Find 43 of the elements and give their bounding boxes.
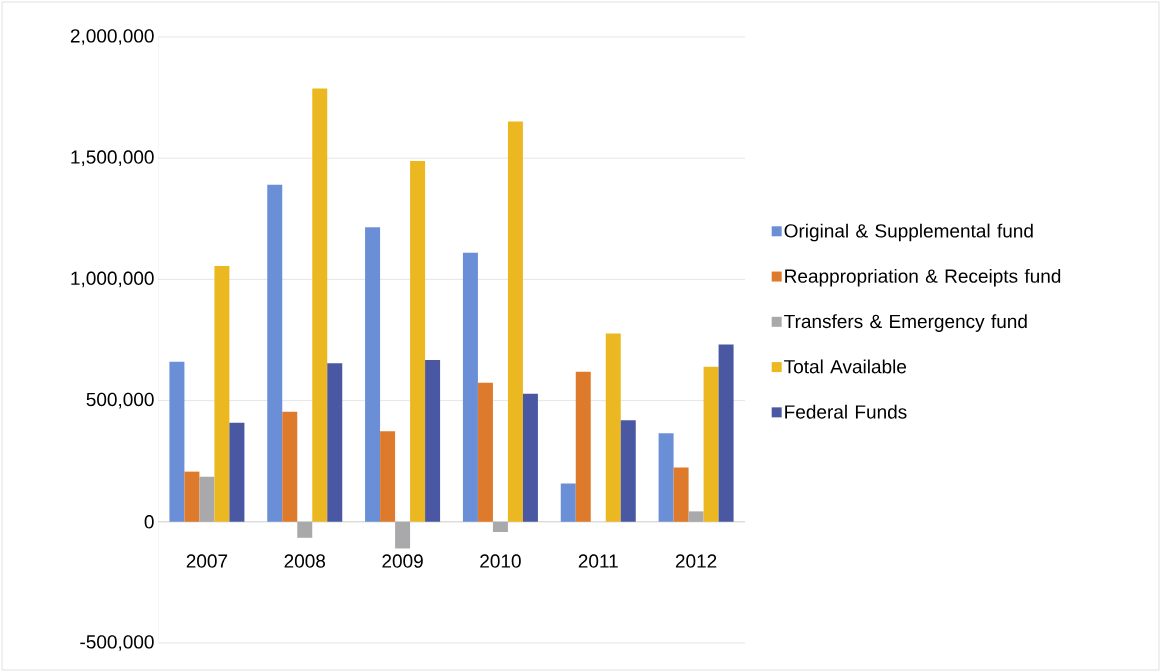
bar [703, 366, 719, 522]
x-tick-label: 2008 [284, 554, 326, 568]
bar [214, 266, 230, 522]
y-tick-label: 2,000,000 [70, 29, 154, 45]
bar [462, 252, 478, 522]
bar [522, 393, 538, 522]
x-tick-label: 2011 [578, 554, 618, 568]
bar [169, 361, 185, 522]
bar [365, 227, 381, 522]
legend-label: Transfers & Emergency fund [784, 314, 1027, 332]
bar [425, 359, 441, 522]
bar [267, 184, 283, 522]
x-tick-label: 2012 [675, 554, 717, 568]
y-tick-label: 1,500,000 [71, 150, 154, 167]
y-tick-label: 500,000 [86, 392, 154, 409]
bar [575, 371, 591, 522]
bar [477, 382, 493, 522]
bar [380, 431, 396, 522]
bar [620, 420, 636, 522]
bar [658, 433, 674, 522]
legend-label: Original & Supplemental fund [784, 223, 1033, 242]
bar [312, 88, 328, 522]
legend-label: Reappropriation & Receipts fund [785, 268, 1061, 287]
y-tick-label: 0 [144, 515, 154, 529]
bar [507, 121, 523, 522]
x-tick-label: 2010 [480, 554, 521, 568]
bar [410, 161, 426, 522]
legend-label: Federal Funds [785, 404, 907, 419]
y-tick-label: -500,000 [80, 635, 154, 651]
bar [688, 511, 704, 522]
bar [184, 471, 200, 522]
x-tick-label: 2009 [382, 554, 423, 568]
bar [673, 467, 689, 522]
bar [327, 363, 343, 522]
bar [229, 422, 245, 522]
bar [199, 476, 215, 522]
bar [560, 483, 576, 522]
bar [718, 344, 734, 522]
y-tick-label: 1,000,000 [71, 271, 154, 288]
legend-label: Total Available [784, 359, 907, 374]
bar [605, 333, 621, 522]
bar [282, 411, 298, 522]
x-tick-label: 2007 [186, 554, 228, 568]
